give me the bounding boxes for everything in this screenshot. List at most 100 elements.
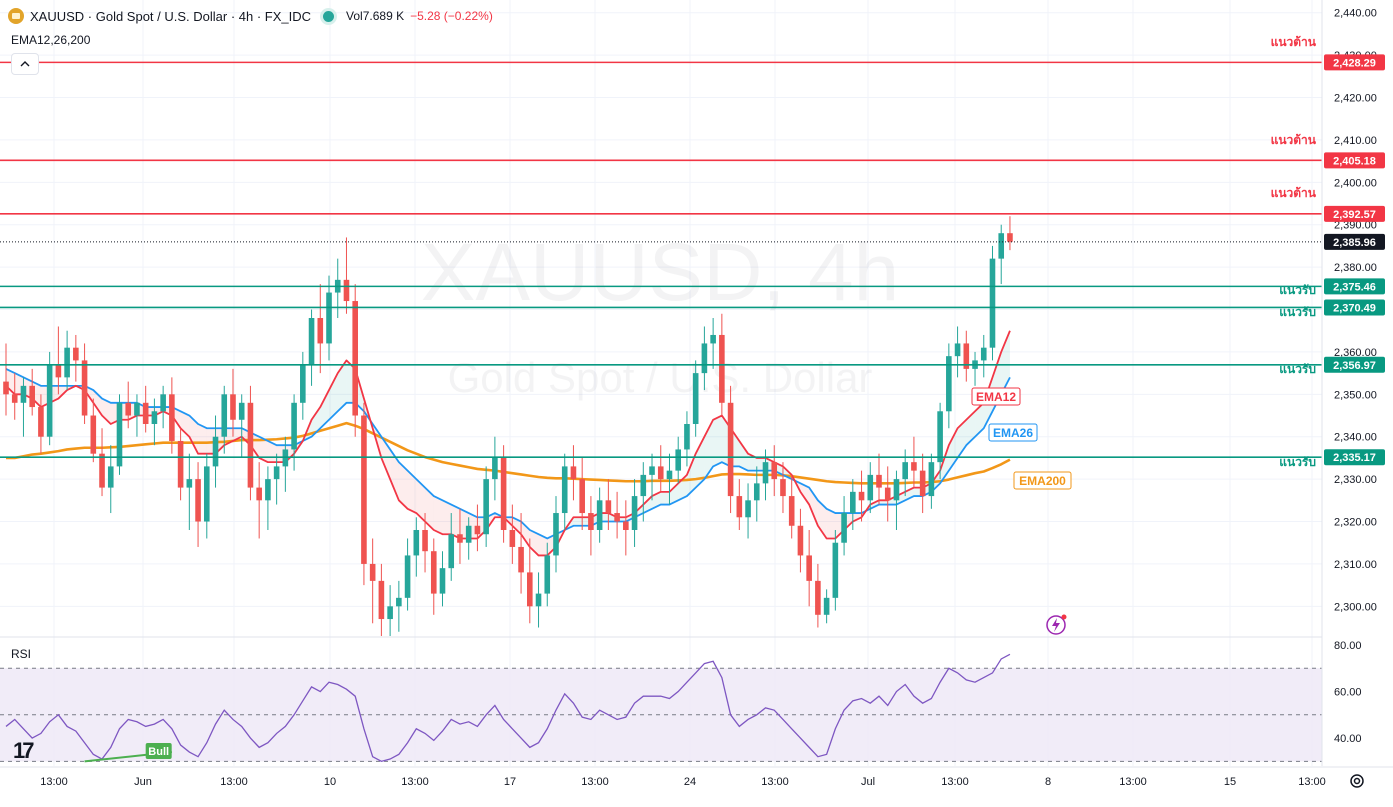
price-tick-label: 2,420.00 bbox=[1334, 93, 1377, 105]
candle-body bbox=[780, 479, 786, 497]
ema-cloud-segment bbox=[512, 517, 522, 535]
ema-cloud-segment bbox=[879, 500, 888, 505]
candle-body bbox=[666, 470, 673, 480]
price-tick-label: 2,310.00 bbox=[1334, 559, 1377, 571]
time-tick-label: 17 bbox=[504, 776, 516, 788]
rsi-tick-label: 80.00 bbox=[1334, 640, 1362, 652]
price-tick-label: 2,360.00 bbox=[1334, 347, 1377, 359]
time-tick-label: 13:00 bbox=[941, 776, 969, 788]
rsi-tick-label: 60.00 bbox=[1334, 687, 1362, 699]
candle-body bbox=[492, 457, 498, 480]
resistance-label: แนวต้าน bbox=[1271, 35, 1317, 49]
candle-body bbox=[116, 402, 123, 467]
time-tick-label: 13:00 bbox=[40, 776, 68, 788]
lightning-icon bbox=[1052, 618, 1060, 632]
candle-body bbox=[527, 572, 533, 607]
candle-body bbox=[29, 385, 35, 408]
ema-cloud-segment bbox=[643, 496, 653, 514]
ema-cloud-segment bbox=[337, 360, 347, 412]
ema-cloud-segment bbox=[198, 424, 207, 454]
candle-body bbox=[710, 334, 716, 344]
candle-body bbox=[422, 530, 428, 552]
candle-body bbox=[928, 462, 935, 497]
settings-gear-icon[interactable] bbox=[1348, 772, 1366, 790]
ema26-label-box bbox=[988, 423, 1038, 442]
market-status-icon bbox=[323, 10, 335, 22]
candle-body bbox=[753, 483, 760, 501]
ema-cloud-segment bbox=[852, 513, 862, 522]
symbol-title[interactable]: XAUUSD · Gold Spot / U.S. Dollar · 4h · … bbox=[30, 8, 312, 24]
candle-body bbox=[3, 381, 9, 395]
candle-body bbox=[509, 530, 516, 547]
price-tick-label: 2,440.00 bbox=[1334, 8, 1377, 20]
candle-body bbox=[134, 402, 140, 416]
ema-cloud-segment bbox=[669, 483, 679, 505]
tradingview-logo-icon[interactable]: 17 bbox=[13, 738, 35, 763]
candle-body bbox=[430, 551, 437, 594]
candle-body bbox=[884, 487, 891, 501]
candle-body bbox=[352, 301, 358, 416]
last-price-tag: 2,385.96 bbox=[1333, 237, 1376, 249]
candle-body bbox=[195, 479, 201, 522]
candle-body bbox=[867, 474, 874, 501]
level-price-tag: 2,392.57 bbox=[1333, 209, 1376, 221]
candle-body bbox=[762, 462, 769, 484]
price-tick-label: 2,300.00 bbox=[1334, 601, 1377, 613]
time-tick-label: 13:00 bbox=[761, 776, 789, 788]
ema-cloud-segment bbox=[451, 504, 460, 539]
candle-body bbox=[238, 402, 245, 420]
candle-body bbox=[343, 279, 350, 302]
candle-body bbox=[623, 521, 629, 530]
candle-body bbox=[727, 402, 734, 497]
ema12-label: EMA12 bbox=[976, 390, 1016, 404]
time-tick-label: 8 bbox=[1045, 776, 1051, 788]
ema200-line bbox=[6, 421, 1011, 485]
candle-body bbox=[797, 525, 804, 556]
level-price-tag-box bbox=[1324, 356, 1385, 373]
candle-body bbox=[980, 347, 987, 361]
level-price-tag-box bbox=[1324, 278, 1385, 295]
candle-body bbox=[858, 491, 865, 501]
candle-body bbox=[177, 440, 184, 488]
candle-body bbox=[640, 474, 647, 497]
level-price-tag-box bbox=[1324, 54, 1385, 71]
level-price-tag: 2,335.17 bbox=[1333, 452, 1376, 464]
ema-cloud-segment bbox=[695, 436, 705, 488]
candle-body bbox=[745, 500, 751, 518]
candle-body bbox=[378, 580, 385, 620]
ema-cloud-segment bbox=[442, 500, 452, 535]
level-price-tag-box bbox=[1324, 449, 1385, 466]
ema-cloud-segment bbox=[713, 415, 722, 467]
candle-body bbox=[457, 534, 463, 543]
collapse-legend-button[interactable] bbox=[11, 53, 39, 75]
chart-header: XAUUSD · Gold Spot / U.S. Dollar · 4h · … bbox=[8, 6, 493, 26]
candle-body bbox=[649, 466, 655, 475]
price-tick-label: 2,320.00 bbox=[1334, 517, 1377, 529]
ema-cloud-segment bbox=[433, 496, 443, 535]
ema-cloud-segment bbox=[6, 368, 15, 395]
candle-body bbox=[815, 580, 821, 615]
candle-body bbox=[448, 534, 455, 569]
candle-body bbox=[553, 513, 559, 556]
candle-body bbox=[893, 479, 900, 501]
indicator-legend[interactable]: EMA12,26,200 bbox=[11, 33, 91, 47]
notification-dot-icon bbox=[1061, 614, 1067, 620]
candle-body bbox=[631, 496, 638, 530]
event-icon bbox=[1046, 615, 1066, 635]
candle-body bbox=[20, 385, 27, 403]
candle-body bbox=[946, 356, 952, 412]
candle-body bbox=[736, 496, 743, 518]
ema-cloud-segment bbox=[329, 373, 338, 420]
ema-cloud-segment bbox=[826, 508, 836, 539]
candle-body bbox=[937, 411, 943, 463]
candle-body bbox=[300, 364, 306, 403]
price-tick-label: 2,340.00 bbox=[1334, 432, 1377, 444]
candle-body bbox=[771, 462, 778, 480]
candle-body bbox=[500, 457, 507, 530]
rsi-pane-label[interactable]: RSI bbox=[11, 647, 32, 661]
candle-body bbox=[256, 487, 262, 501]
time-tick-label: 13:00 bbox=[220, 776, 248, 788]
candle-body bbox=[719, 334, 725, 403]
candle-body bbox=[212, 436, 219, 467]
